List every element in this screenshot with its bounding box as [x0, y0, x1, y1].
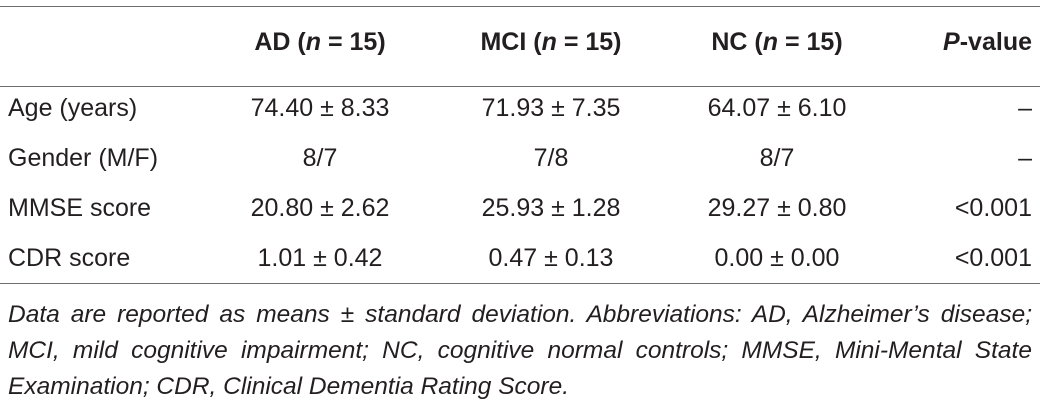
cell-p-value: –: [1018, 143, 1032, 172]
data-table: AD (n = 15) MCI (n = 15) NC (n = 15) P-v…: [0, 0, 1040, 283]
table-footnote: Data are reported as means ± standard de…: [8, 301, 1032, 400]
table-row: Gender (M/F) 8/7 7/8 8/7 –: [0, 133, 1040, 183]
header-nc: NC (n = 15): [711, 28, 843, 56]
cell-mci: 25.93 ± 1.28: [481, 193, 621, 222]
row-label: CDR score: [8, 243, 131, 272]
table-header-rule: [0, 86, 1040, 87]
demographics-table: AD (n = 15) MCI (n = 15) NC (n = 15) P-v…: [0, 0, 1040, 283]
row-label: Age (years): [8, 93, 138, 122]
cell-p-value: <0.001: [954, 193, 1032, 222]
cell-nc: 8/7: [759, 143, 795, 172]
table-row: Age (years) 74.40 ± 8.33 71.93 ± 7.35 64…: [0, 80, 1040, 133]
cell-mci: 0.47 ± 0.13: [488, 243, 614, 272]
cell-ad: 8/7: [302, 143, 338, 172]
cell-p-value: <0.001: [954, 243, 1032, 272]
header-mci: MCI (n = 15): [480, 28, 622, 56]
row-label: MMSE score: [8, 193, 152, 222]
cell-ad: 74.40 ± 8.33: [250, 93, 390, 122]
cell-mci: 7/8: [533, 143, 569, 172]
row-label: Gender (M/F): [8, 143, 159, 172]
cell-nc: 29.27 ± 0.80: [707, 193, 847, 222]
table-top-rule: [0, 6, 1040, 7]
cell-ad: 1.01 ± 0.42: [257, 243, 383, 272]
table-row: MMSE score 20.80 ± 2.62 25.93 ± 1.28 29.…: [0, 183, 1040, 233]
table-bottom-rule: [0, 283, 1040, 284]
header-p-value: P-value: [943, 28, 1032, 56]
header-empty: [0, 0, 205, 80]
cell-mci: 71.93 ± 7.35: [481, 93, 621, 122]
header-ad: AD (n = 15): [254, 28, 386, 56]
cell-nc: 64.07 ± 6.10: [707, 93, 847, 122]
cell-ad: 20.80 ± 2.62: [250, 193, 390, 222]
cell-p-value: –: [1018, 93, 1032, 122]
cell-nc: 0.00 ± 0.00: [714, 243, 840, 272]
table-row: CDR score 1.01 ± 0.42 0.47 ± 0.13 0.00 ±…: [0, 233, 1040, 283]
table-header-row: AD (n = 15) MCI (n = 15) NC (n = 15) P-v…: [0, 0, 1040, 80]
